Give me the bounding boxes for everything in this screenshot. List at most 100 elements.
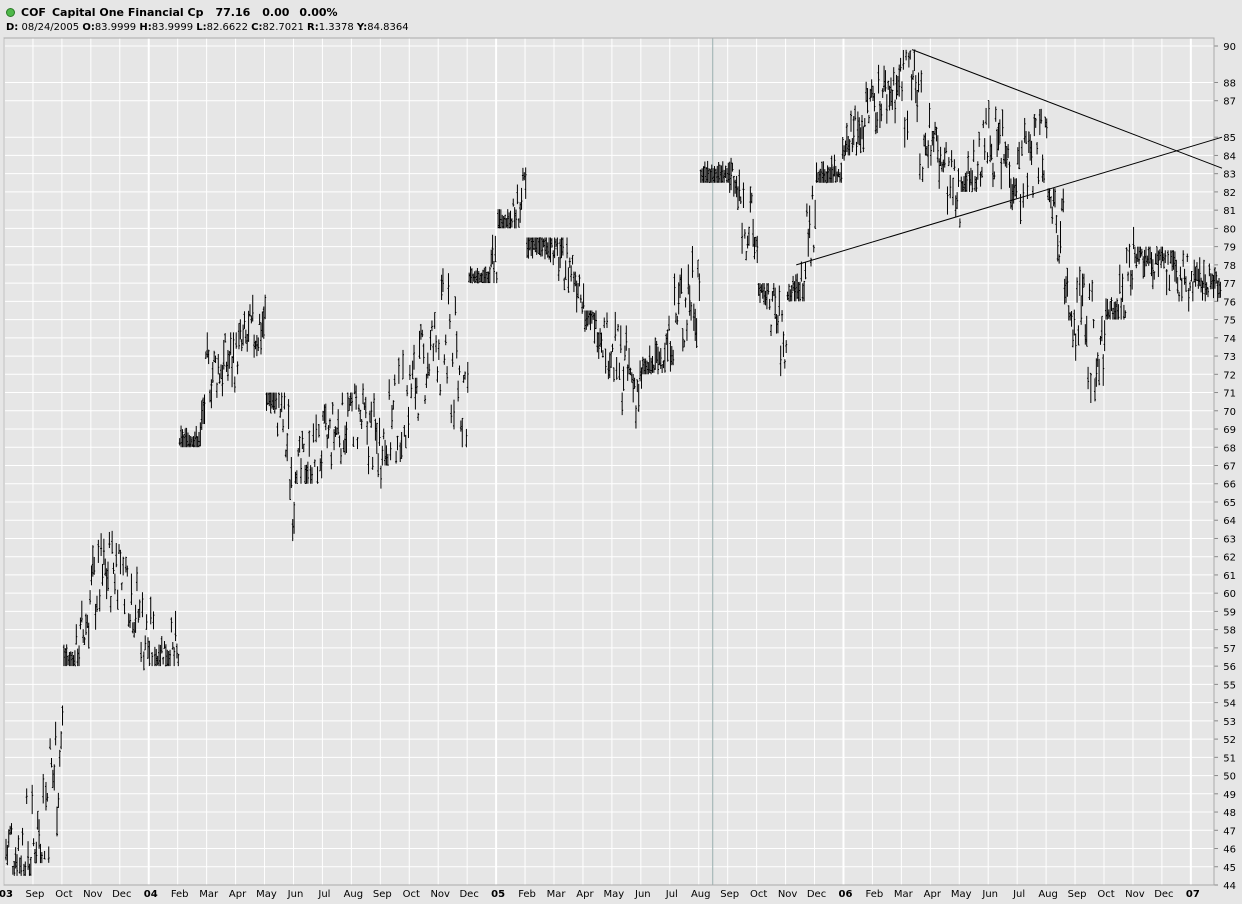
x-tick-label: 05 [491,889,505,900]
y-tick-label: 88 [1223,78,1236,89]
y-tick-label: 84 [1223,151,1236,162]
x-tick-label: May [951,889,972,900]
x-tick-label: 06 [839,889,853,900]
y-tick-label: 72 [1223,370,1236,381]
y-tick-label: 44 [1223,881,1236,892]
x-tick-label: Feb [518,889,536,900]
x-tick-label: Oct [403,889,420,900]
x-tick-label: May [256,889,277,900]
x-tick-label: Sep [1068,889,1087,900]
x-tick-label: Oct [1097,889,1114,900]
x-tick-label: Dec [459,889,478,900]
y-tick-label: 69 [1223,425,1236,436]
chart-header: COF Capital One Financial Cp 77.16 0.00 … [0,0,1242,38]
y-tick-label: 74 [1223,334,1236,345]
x-tick-label: Sep [373,889,392,900]
trendline [911,49,1223,169]
y-tick-label: 57 [1223,644,1236,655]
y-tick-label: 78 [1223,261,1236,272]
x-tick-label: Dec [807,889,826,900]
y-tick-label: 77 [1223,279,1236,290]
y-tick-label: 85 [1223,133,1236,144]
company-name: Capital One Financial Cp [51,5,204,19]
y-tick-label: 49 [1223,790,1236,801]
bar-info-value: 84.8364 [367,22,412,33]
bar-info-value: 1.3378 [318,22,357,33]
bar-info-value: 83.9999 [151,22,197,33]
last-price: 77.16 [215,5,251,19]
y-tick-label: 48 [1223,808,1236,819]
bar-info-key: C: [251,22,263,33]
x-tick-label: Feb [866,889,884,900]
x-tick-label: 03 [0,889,13,900]
bar-info-value: 82.6622 [206,22,252,33]
trendline [796,136,1223,266]
x-tick-label: 04 [144,889,158,900]
x-tick-label: Nov [430,889,450,900]
y-tick-label: 87 [1223,97,1236,108]
bar-info-value: 82.7021 [262,22,308,33]
y-tick-label: 51 [1223,753,1236,764]
y-tick-label: 58 [1223,626,1236,637]
x-tick-label: 07 [1186,889,1200,900]
y-tick-label: 53 [1223,717,1236,728]
x-tick-label: Jun [634,889,651,900]
y-tick-label: 79 [1223,243,1236,254]
x-tick-label: Jul [665,889,678,900]
x-tick-label: Aug [344,889,364,900]
y-tick-label: 64 [1223,516,1236,527]
y-tick-label: 55 [1223,680,1236,691]
bar-info-key: L: [196,22,207,33]
y-tick-label: 54 [1223,699,1236,710]
y-tick-label: 62 [1223,553,1236,564]
x-tick-label: Sep [26,889,45,900]
bar-info-key: R: [307,22,319,33]
y-tick-label: 82 [1223,188,1236,199]
y-tick-label: 46 [1223,845,1236,856]
y-tick-label: 60 [1223,589,1236,600]
bar-info-key: Y: [356,22,368,33]
x-tick-label: Apr [576,889,594,900]
y-tick-label: 76 [1223,297,1236,308]
price-change-pct: 0.00% [299,5,338,19]
x-tick-label: Dec [112,889,131,900]
y-tick-label: 73 [1223,352,1236,363]
y-tick-label: 83 [1223,170,1236,181]
y-tick-label: 80 [1223,224,1236,235]
bar-info-key: D: [6,22,19,33]
title-row: COF Capital One Financial Cp 77.16 0.00 … [6,4,338,20]
y-tick-label: 66 [1223,480,1236,491]
x-tick-label: Dec [1154,889,1173,900]
x-tick-label: Nov [83,889,103,900]
x-tick-label: Aug [1038,889,1058,900]
x-tick-label: Oct [750,889,767,900]
y-tick-label: 70 [1223,407,1236,418]
bar-info-value: 83.9999 [94,22,140,33]
x-tick-label: Apr [924,889,942,900]
y-tick-label: 75 [1223,316,1236,327]
bar-info-key: H: [139,22,152,33]
x-tick-label: Jul [1012,889,1025,900]
y-tick-label: 67 [1223,462,1236,473]
x-tick-label: Feb [171,889,189,900]
y-tick-label: 61 [1223,571,1236,582]
x-tick-label: Oct [55,889,72,900]
y-tick-label: 71 [1223,389,1236,400]
x-tick-label: Aug [691,889,711,900]
bar-info-value: 08/24/2005 [18,22,83,33]
price-bars [5,49,1222,876]
y-tick-label: 68 [1223,443,1236,454]
y-tick-label: 65 [1223,498,1236,509]
y-tick-label: 59 [1223,607,1236,618]
y-tick-label: 56 [1223,662,1236,673]
x-tick-label: Nov [778,889,798,900]
y-tick-label: 81 [1223,206,1236,217]
plot-area [4,38,1214,885]
x-tick-label: Jun [981,889,998,900]
x-tick-label: Jun [287,889,304,900]
symbol: COF [21,5,46,19]
x-tick-label: Mar [547,889,567,900]
y-tick-label: 47 [1223,826,1236,837]
price-change: 0.00 [262,5,290,19]
